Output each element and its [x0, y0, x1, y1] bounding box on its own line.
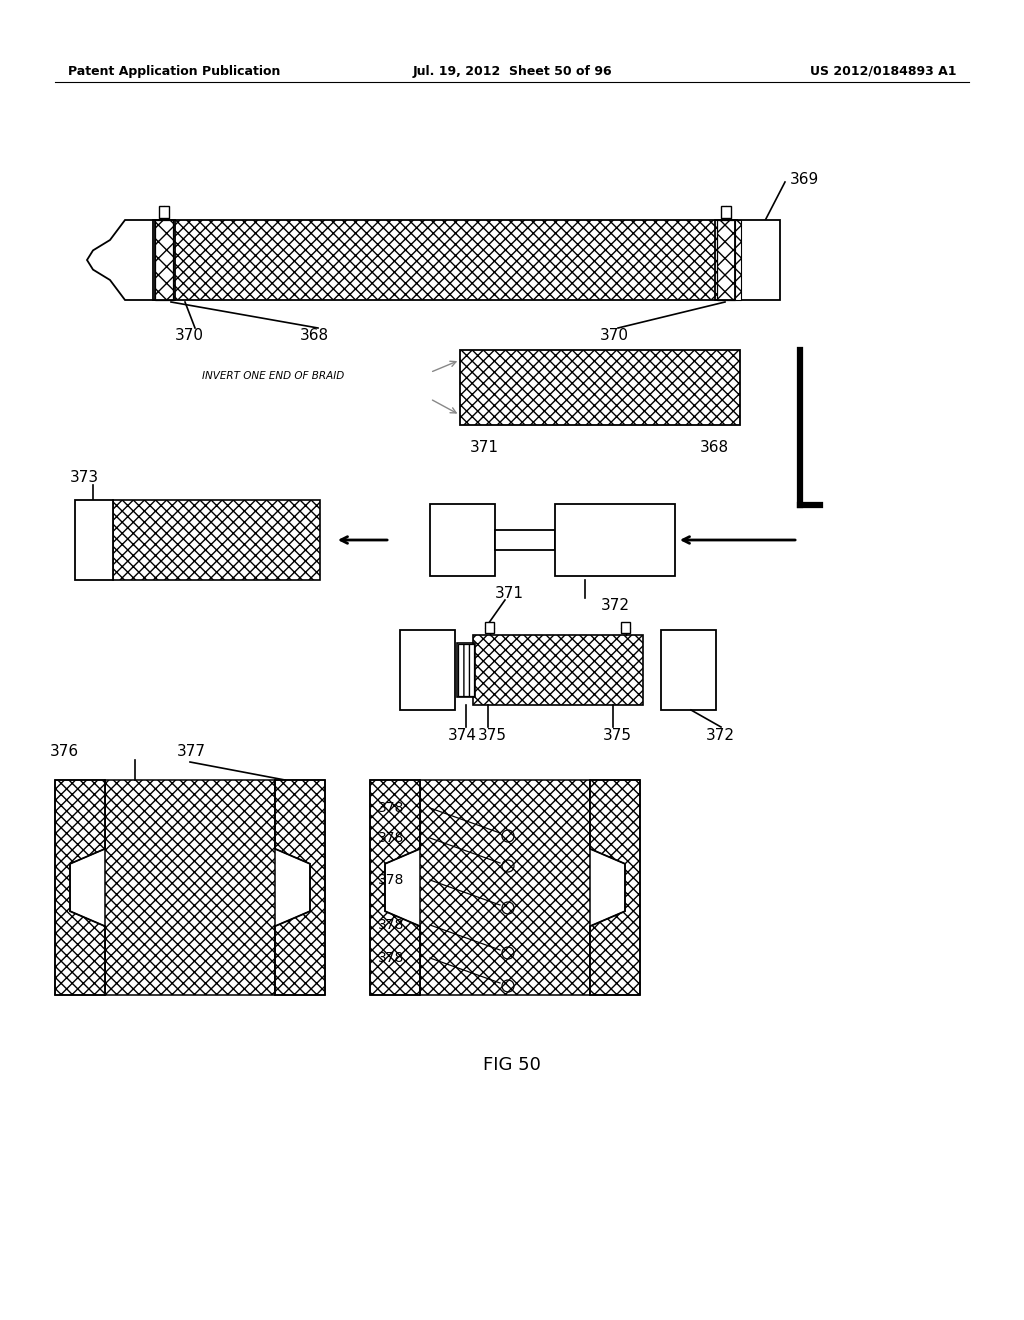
Text: 377: 377	[176, 744, 206, 759]
Text: 375: 375	[478, 727, 507, 742]
Polygon shape	[55, 780, 105, 995]
Bar	[735, 220, 780, 300]
Text: FIG 50: FIG 50	[483, 1056, 541, 1074]
Text: 378: 378	[378, 801, 404, 814]
Bar	[113, 500, 319, 579]
Text: 368: 368	[300, 327, 329, 342]
Bar	[155, 220, 735, 300]
Text: 373: 373	[70, 470, 99, 486]
Text: 378: 378	[378, 873, 404, 887]
Bar	[400, 630, 455, 710]
Bar	[717, 220, 735, 300]
Text: 371: 371	[495, 586, 524, 601]
Bar	[495, 531, 555, 550]
Bar	[662, 630, 716, 710]
Bar	[715, 220, 737, 300]
Bar	[621, 622, 630, 634]
Bar	[155, 220, 173, 300]
Polygon shape	[590, 780, 640, 995]
Bar	[105, 780, 275, 995]
Text: 368: 368	[700, 440, 729, 454]
Text: 378: 378	[378, 917, 404, 932]
Text: 375: 375	[603, 727, 632, 742]
Bar	[458, 644, 474, 696]
Bar	[460, 350, 740, 425]
Text: 369: 369	[790, 173, 819, 187]
Polygon shape	[275, 780, 325, 995]
Text: 371: 371	[470, 440, 499, 454]
Bar	[430, 504, 495, 576]
Bar	[555, 504, 675, 576]
Text: US 2012/0184893 A1: US 2012/0184893 A1	[810, 65, 956, 78]
Text: 374: 374	[449, 727, 477, 742]
Text: 372: 372	[706, 727, 735, 742]
Bar	[420, 780, 590, 995]
Text: 378: 378	[378, 950, 404, 965]
Text: Patent Application Publication: Patent Application Publication	[68, 65, 281, 78]
Polygon shape	[370, 780, 420, 995]
Bar	[735, 220, 741, 300]
Polygon shape	[87, 220, 155, 300]
Text: 372: 372	[600, 598, 630, 612]
Text: 376: 376	[50, 744, 79, 759]
Bar	[457, 643, 475, 697]
Bar	[153, 220, 175, 300]
Bar	[721, 206, 731, 218]
Bar	[485, 622, 494, 634]
Text: 370: 370	[175, 327, 204, 342]
Bar	[473, 635, 643, 705]
Bar	[75, 500, 113, 579]
Text: Jul. 19, 2012  Sheet 50 of 96: Jul. 19, 2012 Sheet 50 of 96	[413, 65, 611, 78]
Text: INVERT ONE END OF BRAID: INVERT ONE END OF BRAID	[202, 371, 344, 381]
Text: 378: 378	[378, 832, 404, 845]
Text: 370: 370	[600, 327, 629, 342]
Bar	[159, 206, 169, 218]
